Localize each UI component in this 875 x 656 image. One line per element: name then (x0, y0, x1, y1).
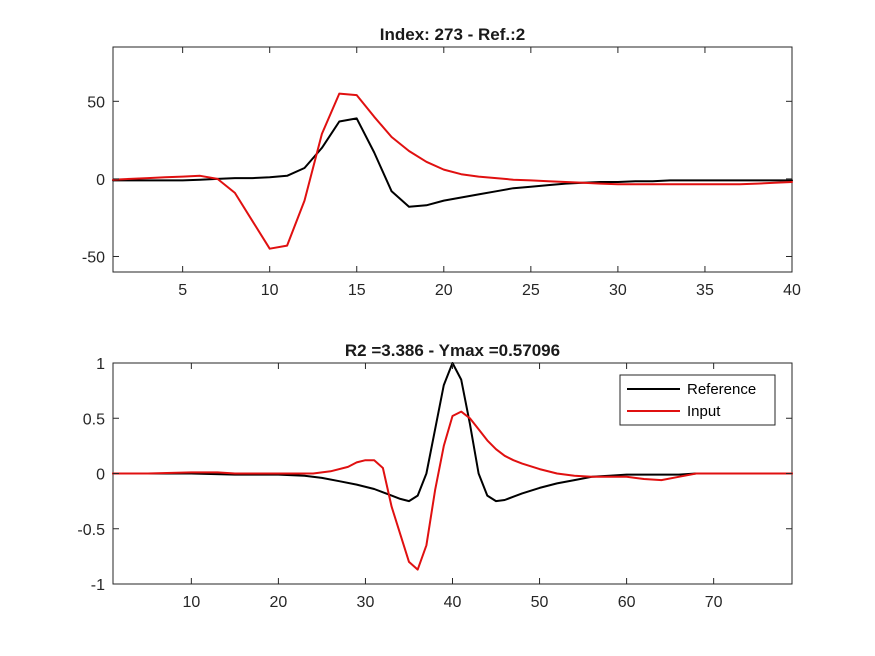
top-plot-series-line-red (112, 92, 793, 250)
bottom-plot-ytick-label-3: 0.5 (83, 411, 105, 428)
top-plot-xtick-label-0: 5 (178, 282, 187, 299)
bottom-plot-ticks: 10 20 30 40 50 60 70 -1 -0.5 0 0.5 1 (77, 356, 792, 611)
top-plot-ytick-label-2: 50 (87, 94, 105, 111)
top-plot-title: Index: 273 - Ref.:2 (380, 25, 526, 44)
bottom-plot-legend: Reference Input (619, 374, 776, 426)
bottom-plot-xtick-label-4: 50 (531, 594, 549, 611)
bottom-plot-xtick-label-3: 40 (444, 594, 462, 611)
top-plot-series (112, 92, 793, 250)
top-plot-series-line-black (112, 117, 793, 208)
bottom-plot-ytick-label-2: 0 (96, 467, 105, 484)
top-plot-xtick-label-1: 10 (261, 282, 279, 299)
top-plot-ticks: 5 10 15 20 25 30 35 40 -50 0 50 (82, 47, 801, 299)
top-plot-xtick-label-7: 40 (783, 282, 801, 299)
top-plot-xtick-label-2: 15 (348, 282, 366, 299)
bottom-plot-xtick-label-6: 70 (705, 594, 723, 611)
bottom-plot-series-line-input (112, 410, 793, 571)
legend-box (619, 374, 776, 426)
bottom-plot-ytick-label-1: -0.5 (77, 522, 105, 539)
bottom-plot-xtick-label-0: 10 (182, 594, 200, 611)
top-plot-ytick-label-0: -50 (82, 249, 105, 266)
top-plot-xtick-label-6: 35 (696, 282, 714, 299)
top-plot-ytick-label-1: 0 (96, 172, 105, 189)
bottom-plot-series (112, 362, 793, 571)
bottom-plot-xtick-label-1: 20 (269, 594, 287, 611)
bottom-plot: 10 20 30 40 50 60 70 -1 -0.5 0 0.5 1 R2 =3.386 - Ym… (77, 341, 793, 611)
legend-label-input: Input (687, 403, 721, 420)
top-plot-xtick-label-3: 20 (435, 282, 453, 299)
top-plot-xtick-label-5: 30 (609, 282, 627, 299)
top-plot: 5 10 15 20 25 30 35 40 -50 0 50 Index: 273 - Ref.:… (82, 25, 801, 299)
bottom-plot-ytick-label-4: 1 (96, 356, 105, 373)
bottom-plot-title: R2 =3.386 - Ymax =0.57096 (345, 341, 560, 360)
bottom-plot-ytick-label-0: -1 (91, 577, 105, 594)
bottom-plot-xtick-label-5: 60 (618, 594, 636, 611)
bottom-plot-xtick-label-2: 30 (357, 594, 375, 611)
bottom-plot-series-line-reference (112, 362, 793, 503)
legend-label-reference: Reference (687, 381, 756, 398)
top-plot-axes-box (112, 46, 793, 273)
top-plot-xtick-label-4: 25 (522, 282, 540, 299)
